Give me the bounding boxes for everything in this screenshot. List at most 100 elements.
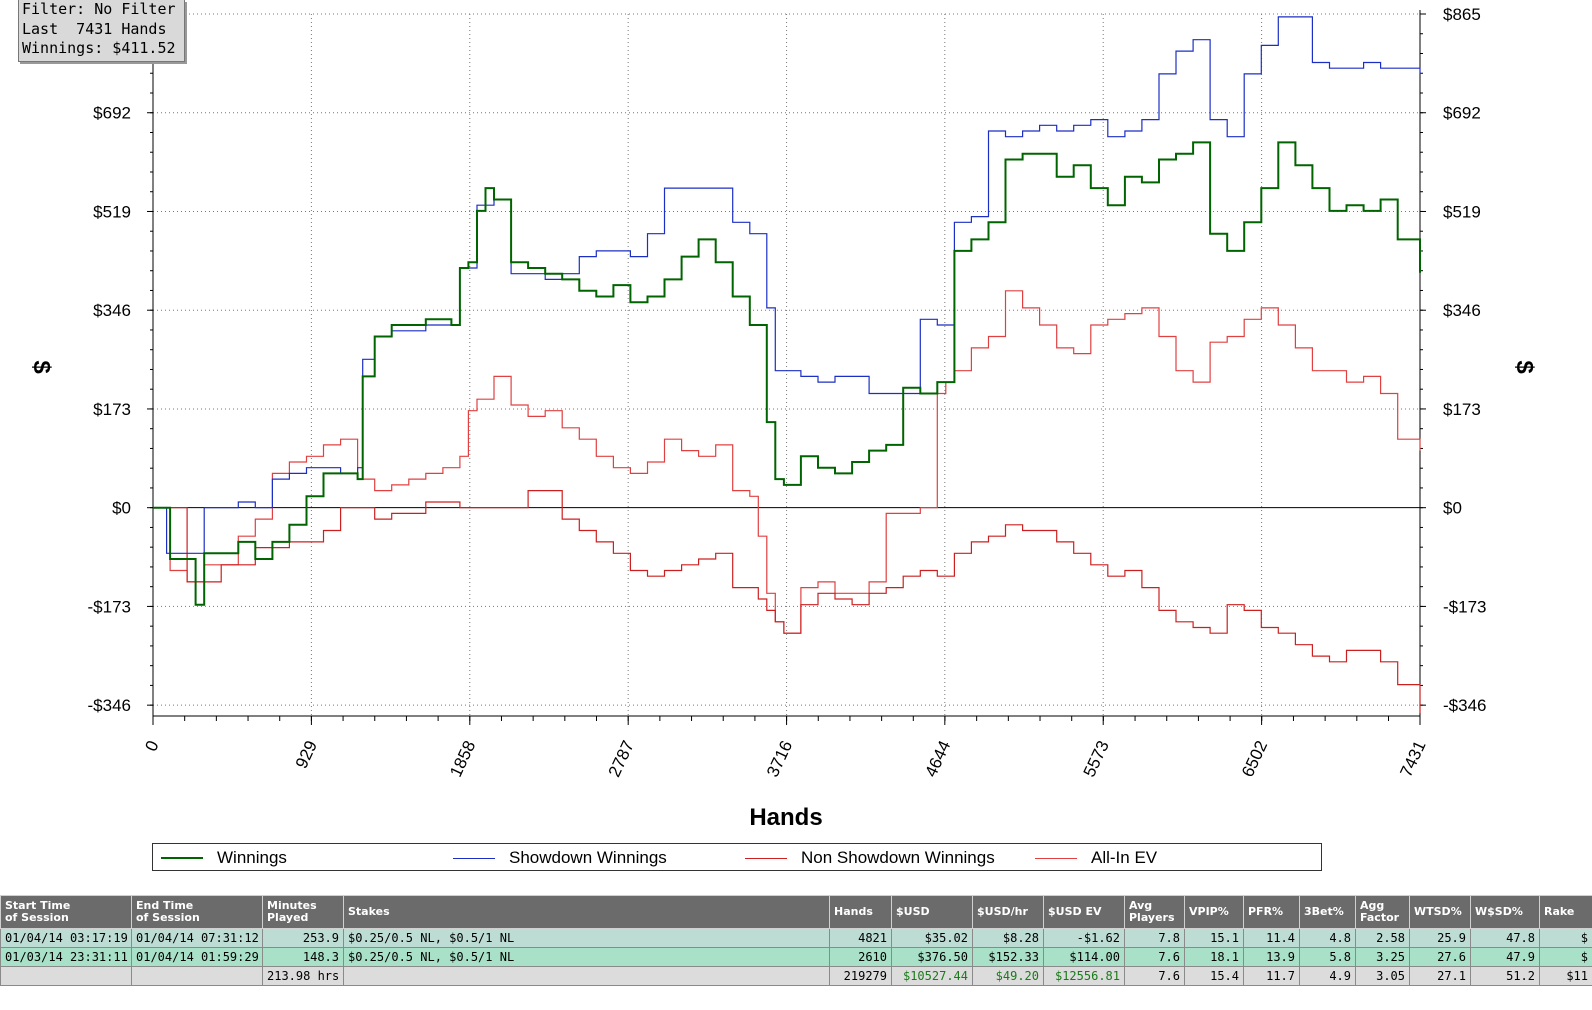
table-cell: $8.28: [972, 928, 1044, 948]
column-header[interactable]: $USD EV: [1043, 895, 1125, 929]
x-tick-label: 1858: [446, 738, 479, 780]
column-header-line: W$SD%: [1475, 905, 1523, 918]
filter-info-box: Filter: No Filter Last 7431 Hands Winnin…: [18, 0, 185, 62]
column-header[interactable]: PFR%: [1243, 895, 1300, 929]
x-axis-label: Hands: [749, 804, 822, 831]
legend-swatch-winnings: [161, 857, 203, 859]
table-cell: $12556.81: [1043, 966, 1125, 986]
legend-item-showdown: Showdown Winnings: [453, 847, 667, 869]
table-cell: 7.6: [1124, 966, 1185, 986]
legend-swatch-showdown: [453, 857, 495, 859]
table-cell: $49.20: [972, 966, 1044, 986]
y-axis-label-right: $: [1511, 360, 1538, 374]
table-cell: $: [1539, 947, 1592, 967]
y-tick-label-left: -$346: [88, 696, 131, 715]
chart-series: [153, 16, 1421, 714]
column-header[interactable]: W$SD%: [1470, 895, 1540, 929]
table-cell: [343, 966, 830, 986]
y-tick-label-right: $519: [1443, 202, 1481, 221]
sessions-table[interactable]: Start Time of Session End Time of Session Mi…: [0, 895, 1592, 986]
table-cell: 13.9: [1243, 947, 1300, 967]
column-header-line: $USD EV: [1048, 905, 1102, 918]
table-cell: 3.25: [1355, 947, 1410, 967]
winnings-total-label: Winnings: $411.52: [22, 39, 176, 57]
column-header[interactable]: Rake: [1539, 895, 1592, 929]
table-cell: 01/04/14 07:31:12: [131, 928, 263, 948]
table-cell: 47.9: [1470, 947, 1540, 967]
y-tick-label-left: $692: [93, 104, 131, 123]
x-tick-label: 0: [141, 738, 162, 755]
table-cell: 01/04/14 01:59:29: [131, 947, 263, 967]
table-row[interactable]: 01/03/14 23:31:11 01/04/14 01:59:29 148.3 $…: [0, 947, 1592, 967]
winnings-chart: $865$865$692$692$519$519$346$346$173$173…: [28, 5, 1538, 831]
table-cell: 11.7: [1243, 966, 1300, 986]
table-cell: 148.3: [262, 947, 344, 967]
table-cell: $: [1539, 928, 1592, 948]
table-cell: 5.8: [1299, 947, 1356, 967]
column-header[interactable]: Agg Factor: [1355, 895, 1410, 929]
column-header-line: $USD/hr: [977, 905, 1028, 918]
column-header-line: Hands: [834, 905, 873, 918]
chart-legend: Winnings Showdown Winnings Non Showdown …: [152, 843, 1322, 871]
table-cell: 15.4: [1184, 966, 1244, 986]
chart-grid: [153, 13, 1420, 716]
column-header-line: Start Time: [5, 899, 71, 912]
table-cell: 11.4: [1243, 928, 1300, 948]
sessions-table-container[interactable]: Start Time of Session End Time of Session Mi…: [0, 895, 1592, 1010]
table-total-row[interactable]: 213.98 hrs 219279 $10527.44 $49.20 $12556.81…: [0, 966, 1592, 986]
column-header[interactable]: Start Time of Session: [0, 895, 132, 929]
table-cell: 4821: [829, 928, 892, 948]
legend-swatch-non-showdown: [745, 857, 787, 859]
table-cell: 27.1: [1409, 966, 1471, 986]
y-tick-label-right: $692: [1443, 104, 1481, 123]
table-body[interactable]: 01/04/14 03:17:19 01/04/14 07:31:12 253.9 $…: [0, 928, 1592, 986]
table-cell: $0.25/0.5 NL, $0.5/1 NL: [343, 928, 830, 948]
y-tick-label-left: -$173: [88, 597, 131, 616]
table-cell: 7.6: [1124, 947, 1185, 967]
column-header[interactable]: Hands: [829, 895, 892, 929]
table-cell: $376.50: [891, 947, 973, 967]
column-header[interactable]: $USD/hr: [972, 895, 1044, 929]
table-cell: $11: [1539, 966, 1592, 986]
table-cell: 253.9: [262, 928, 344, 948]
chart-tick-labels: $865$865$692$692$519$519$346$346$173$173…: [88, 5, 1487, 780]
table-cell: 27.6: [1409, 947, 1471, 967]
table-cell: 2610: [829, 947, 892, 967]
column-header-line: Agg: [1360, 899, 1385, 912]
legend-item-non-showdown: Non Showdown Winnings: [745, 847, 995, 869]
column-header[interactable]: Avg Players: [1124, 895, 1185, 929]
column-header[interactable]: End Time of Session: [131, 895, 263, 929]
table-cell: 213.98 hrs: [262, 966, 344, 986]
table-cell: -$1.62: [1043, 928, 1125, 948]
table-cell: 01/03/14 23:31:11: [0, 947, 132, 967]
y-tick-label-left: $346: [93, 301, 131, 320]
column-header[interactable]: Minutes Played: [262, 895, 344, 929]
column-header-line: Factor: [1360, 911, 1400, 924]
column-header-line: Rake: [1544, 905, 1575, 918]
table-cell: 15.1: [1184, 928, 1244, 948]
column-header[interactable]: Stakes: [343, 895, 830, 929]
legend-label: Showdown Winnings: [509, 848, 667, 867]
y-tick-label-right: $0: [1443, 499, 1462, 518]
column-header[interactable]: 3Bet%: [1299, 895, 1356, 929]
x-tick-label: 6502: [1238, 738, 1271, 780]
column-header[interactable]: $USD: [891, 895, 973, 929]
filter-label: Filter: No Filter: [22, 0, 176, 18]
table-header-row[interactable]: Start Time of Session End Time of Session Mi…: [0, 895, 1592, 929]
column-header-line: Stakes: [348, 905, 390, 918]
table-cell: 47.8: [1470, 928, 1540, 948]
legend-swatch-allin-ev: [1035, 857, 1077, 859]
y-tick-label-right: $346: [1443, 301, 1481, 320]
column-header-line: $USD: [896, 905, 930, 918]
series-line-showdown: [153, 16, 1421, 554]
x-tick-label: 2787: [605, 738, 638, 780]
table-row[interactable]: 01/04/14 03:17:19 01/04/14 07:31:12 253.9 $…: [0, 928, 1592, 948]
column-header[interactable]: WTSD%: [1409, 895, 1471, 929]
table-cell: 4.8: [1299, 928, 1356, 948]
legend-label: Non Showdown Winnings: [801, 848, 995, 867]
column-header-line: of Session: [5, 911, 69, 924]
column-header[interactable]: VPIP%: [1184, 895, 1244, 929]
y-tick-label-left: $0: [112, 499, 131, 518]
table-cell: $10527.44: [891, 966, 973, 986]
table-cell: 2.58: [1355, 928, 1410, 948]
